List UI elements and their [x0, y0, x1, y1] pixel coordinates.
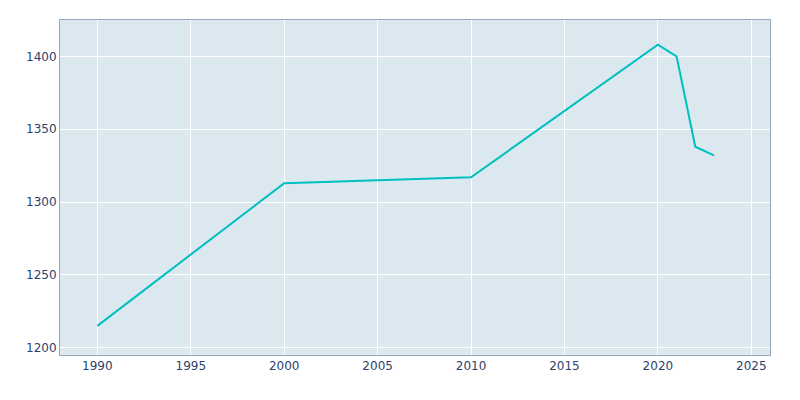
svg-text:1990: 1990: [82, 359, 113, 373]
svg-text:1995: 1995: [176, 359, 207, 373]
svg-text:1200: 1200: [26, 341, 57, 355]
svg-text:1300: 1300: [26, 195, 57, 209]
svg-text:2015: 2015: [549, 359, 580, 373]
svg-text:2000: 2000: [269, 359, 300, 373]
svg-text:2020: 2020: [643, 359, 674, 373]
svg-text:2005: 2005: [362, 359, 393, 373]
svg-text:1400: 1400: [26, 50, 57, 64]
svg-text:1350: 1350: [26, 122, 57, 136]
svg-text:2010: 2010: [456, 359, 487, 373]
svg-text:2025: 2025: [736, 359, 767, 373]
svg-text:1250: 1250: [26, 268, 57, 282]
